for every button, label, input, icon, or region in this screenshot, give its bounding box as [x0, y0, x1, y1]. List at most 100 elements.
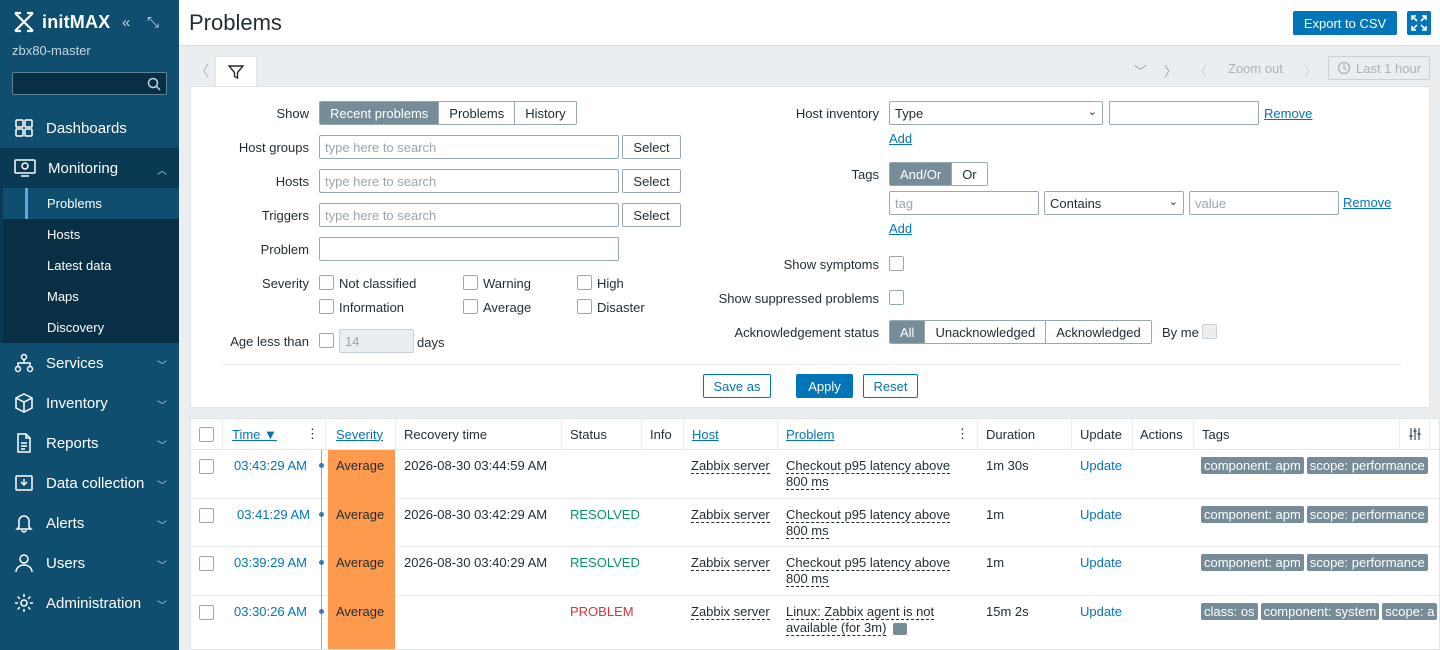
filter-tab[interactable] — [215, 56, 257, 87]
chevron-down-icon[interactable]: ﹀ — [1134, 64, 1148, 79]
tags-or[interactable]: Or — [952, 163, 987, 185]
update-link[interactable]: Update — [1080, 555, 1122, 570]
problem-link[interactable]: Checkout p95 latency above 800 ms — [786, 507, 951, 539]
tag-add-link[interactable]: Add — [889, 221, 913, 236]
row-checkbox[interactable] — [199, 605, 214, 620]
header-time[interactable]: Time ▼ ⋮ — [223, 419, 326, 449]
tag[interactable]: component: apm — [1201, 457, 1304, 474]
show-suppressed-checkbox[interactable] — [889, 290, 904, 305]
problem-link[interactable]: Checkout p95 latency above 800 ms — [786, 555, 951, 587]
header-severity[interactable]: Severity — [326, 419, 396, 449]
row-checkbox[interactable] — [199, 459, 214, 474]
tags-and-or[interactable]: And/Or — [890, 163, 953, 185]
hosts-select-button[interactable]: Select — [622, 169, 681, 193]
reset-button[interactable]: Reset — [863, 374, 918, 398]
tag[interactable]: component: apm — [1201, 554, 1304, 571]
tag[interactable]: class: os — [1201, 603, 1258, 620]
severity-not-classified-checkbox[interactable] — [319, 275, 334, 290]
show-history[interactable]: History — [515, 102, 576, 124]
severity-information-checkbox[interactable] — [319, 299, 334, 314]
host-groups-select-button[interactable]: Select — [622, 135, 681, 159]
triggers-input[interactable]: type here to search — [319, 203, 619, 227]
ack-acknowledged[interactable]: Acknowledged — [1046, 321, 1151, 343]
menu-monitoring[interactable]: Monitoring ︿ — [0, 148, 179, 188]
update-link[interactable]: Update — [1080, 458, 1122, 473]
save-as-button[interactable]: Save as — [703, 374, 771, 398]
severity-warning-checkbox[interactable] — [463, 275, 478, 290]
severity-high-checkbox[interactable] — [577, 275, 592, 290]
update-link[interactable]: Update — [1080, 604, 1122, 619]
tag[interactable]: component: apm — [1201, 506, 1304, 523]
kiosk-mode-button[interactable] — [1407, 11, 1431, 35]
collapse-sidebar-icon[interactable]: « — [122, 14, 131, 31]
submenu-maps[interactable]: Maps — [47, 289, 79, 304]
ack-unacknowledged[interactable]: Unacknowledged — [925, 321, 1047, 343]
menu-inventory[interactable]: Inventory ﹀ — [0, 383, 179, 423]
tag-value-input[interactable]: value — [1189, 191, 1339, 215]
show-problems[interactable]: Problems — [439, 102, 516, 124]
inventory-add-link[interactable]: Add — [889, 131, 913, 146]
menu-reports[interactable]: Reports ﹀ — [0, 423, 179, 463]
chevron-right-icon[interactable]: 〉 — [1164, 64, 1178, 79]
menu-administration[interactable]: Administration ﹀ — [0, 583, 179, 623]
sliders-icon[interactable] — [1408, 427, 1422, 441]
submenu-latest-data[interactable]: Latest data — [47, 258, 112, 273]
tag[interactable]: component: system — [1260, 603, 1380, 620]
show-recent-problems[interactable]: Recent problems — [320, 102, 440, 124]
time-back-icon[interactable]: 〈 — [1194, 64, 1208, 79]
header-host[interactable]: Host — [684, 419, 778, 449]
by-me-checkbox[interactable] — [1202, 324, 1217, 339]
tag-operator-select[interactable]: Contains ⌄ — [1044, 191, 1184, 215]
inventory-remove-link[interactable]: Remove — [1264, 106, 1313, 121]
chevron-left-icon[interactable]: 〈 — [195, 63, 209, 79]
row-time-link[interactable]: 03:39:29 AM — [234, 555, 307, 570]
tag[interactable]: scope: performance — [1306, 506, 1428, 523]
host-link[interactable]: Zabbix server — [691, 555, 770, 571]
time-forward-icon[interactable]: 〉 — [1304, 64, 1318, 79]
sidebar-search-input[interactable] — [12, 72, 167, 95]
time-period-button[interactable]: Last 1 hour — [1328, 56, 1430, 80]
row-time-link[interactable]: 03:43:29 AM — [234, 458, 307, 473]
triggers-select-button[interactable]: Select — [622, 203, 681, 227]
menu-data-collection[interactable]: Data collection ﹀ — [0, 463, 179, 503]
severity-disaster-checkbox[interactable] — [577, 299, 592, 314]
hosts-input[interactable]: type here to search — [319, 169, 619, 193]
row-time-link[interactable]: 03:30:26 AM — [234, 604, 307, 619]
submenu-problems[interactable]: Problems — [3, 188, 179, 219]
tag[interactable]: scope: performance — [1306, 457, 1428, 474]
tag-name-input[interactable]: tag — [889, 191, 1039, 215]
host-link[interactable]: Zabbix server — [691, 604, 770, 620]
export-csv-button[interactable]: Export to CSV — [1293, 11, 1397, 35]
host-link[interactable]: Zabbix server — [691, 507, 770, 523]
header-problem[interactable]: Problem ⋮ — [778, 419, 978, 449]
ack-all[interactable]: All — [890, 321, 926, 343]
severity-average-checkbox[interactable] — [463, 299, 478, 314]
problem-link[interactable]: Linux: Zabbix agent is not available (fo… — [786, 604, 935, 636]
more-vertical-icon[interactable]: ⋮ — [956, 426, 969, 441]
zoom-out-button[interactable]: Zoom out — [1228, 61, 1283, 76]
submenu-discovery[interactable]: Discovery — [47, 320, 105, 335]
menu-alerts[interactable]: Alerts ﹀ — [0, 503, 179, 543]
tag-remove-link[interactable]: Remove — [1343, 195, 1392, 210]
problem-link[interactable]: Checkout p95 latency above 800 ms — [786, 458, 951, 490]
age-input[interactable]: 14 — [339, 329, 414, 353]
host-link[interactable]: Zabbix server — [691, 458, 770, 474]
row-checkbox[interactable] — [199, 556, 214, 571]
host-inventory-value-input[interactable] — [1109, 101, 1259, 125]
apply-button[interactable]: Apply — [796, 374, 853, 398]
update-link[interactable]: Update — [1080, 507, 1122, 522]
age-checkbox[interactable] — [319, 333, 334, 348]
kiosk-sidebar-icon[interactable]: ⤡ — [147, 14, 160, 31]
more-vertical-icon[interactable]: ⋮ — [306, 426, 319, 441]
problem-input[interactable] — [319, 237, 619, 261]
menu-services[interactable]: Services ﹀ — [0, 343, 179, 383]
host-groups-input[interactable]: type here to search — [319, 135, 619, 159]
host-inventory-select[interactable]: Type ⌄ — [889, 101, 1103, 125]
select-all-checkbox[interactable] — [199, 426, 214, 442]
row-checkbox[interactable] — [199, 508, 214, 523]
submenu-hosts[interactable]: Hosts — [47, 227, 81, 242]
brand-logo[interactable]: initMAX — [12, 10, 110, 34]
tag[interactable]: scope: performance — [1306, 554, 1428, 571]
row-time-link[interactable]: 03:41:29 AM — [237, 507, 310, 522]
tag[interactable]: scope: a — [1382, 603, 1437, 620]
